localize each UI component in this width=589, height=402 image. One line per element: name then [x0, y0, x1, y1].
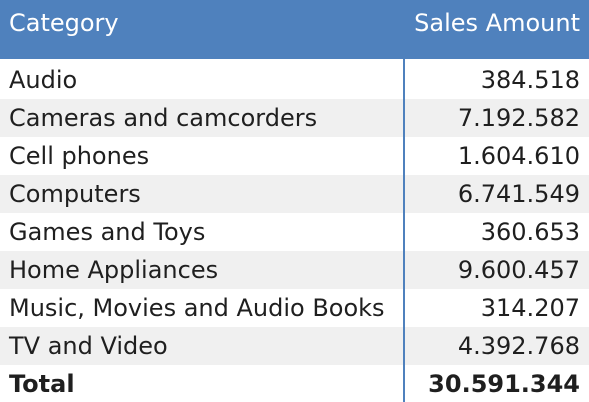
table-row[interactable]: Home Appliances 9.600.457	[0, 251, 589, 289]
category-cell: Computers	[9, 180, 141, 208]
category-cell: Home Appliances	[9, 256, 219, 284]
total-label: Total	[9, 370, 75, 398]
total-sales-amount: 30.591.344	[428, 370, 580, 398]
category-cell: Audio	[9, 66, 78, 94]
sales-amount-cell: 314.207	[480, 294, 580, 322]
column-divider	[403, 59, 405, 402]
table-row[interactable]: Audio 384.518	[0, 61, 589, 99]
sales-amount-column-header[interactable]: Sales Amount	[414, 9, 580, 37]
category-cell: Cell phones	[9, 142, 150, 170]
table-header: Category Sales Amount	[0, 0, 589, 59]
sales-amount-cell: 7.192.582	[457, 104, 580, 132]
table-row[interactable]: Games and Toys 360.653	[0, 213, 589, 251]
table-row[interactable]: Cell phones 1.604.610	[0, 137, 589, 175]
total-row: Total 30.591.344	[0, 365, 589, 402]
table-row[interactable]: Computers 6.741.549	[0, 175, 589, 213]
table-body: Audio 384.518 Cameras and camcorders 7.1…	[0, 61, 589, 402]
sales-amount-cell: 4.392.768	[457, 332, 580, 360]
sales-amount-cell: 9.600.457	[457, 256, 580, 284]
category-cell: Games and Toys	[9, 218, 206, 246]
category-cell: TV and Video	[9, 332, 168, 360]
table-row[interactable]: TV and Video 4.392.768	[0, 327, 589, 365]
sales-amount-cell: 1.604.610	[457, 142, 580, 170]
table-row[interactable]: Cameras and camcorders 7.192.582	[0, 99, 589, 137]
category-column-header[interactable]: Category	[9, 9, 119, 37]
sales-amount-cell: 384.518	[480, 66, 580, 94]
category-cell: Cameras and camcorders	[9, 104, 318, 132]
sales-amount-cell: 6.741.549	[457, 180, 580, 208]
table-row[interactable]: Music, Movies and Audio Books 314.207	[0, 289, 589, 327]
category-cell: Music, Movies and Audio Books	[9, 294, 385, 322]
sales-amount-cell: 360.653	[480, 218, 580, 246]
